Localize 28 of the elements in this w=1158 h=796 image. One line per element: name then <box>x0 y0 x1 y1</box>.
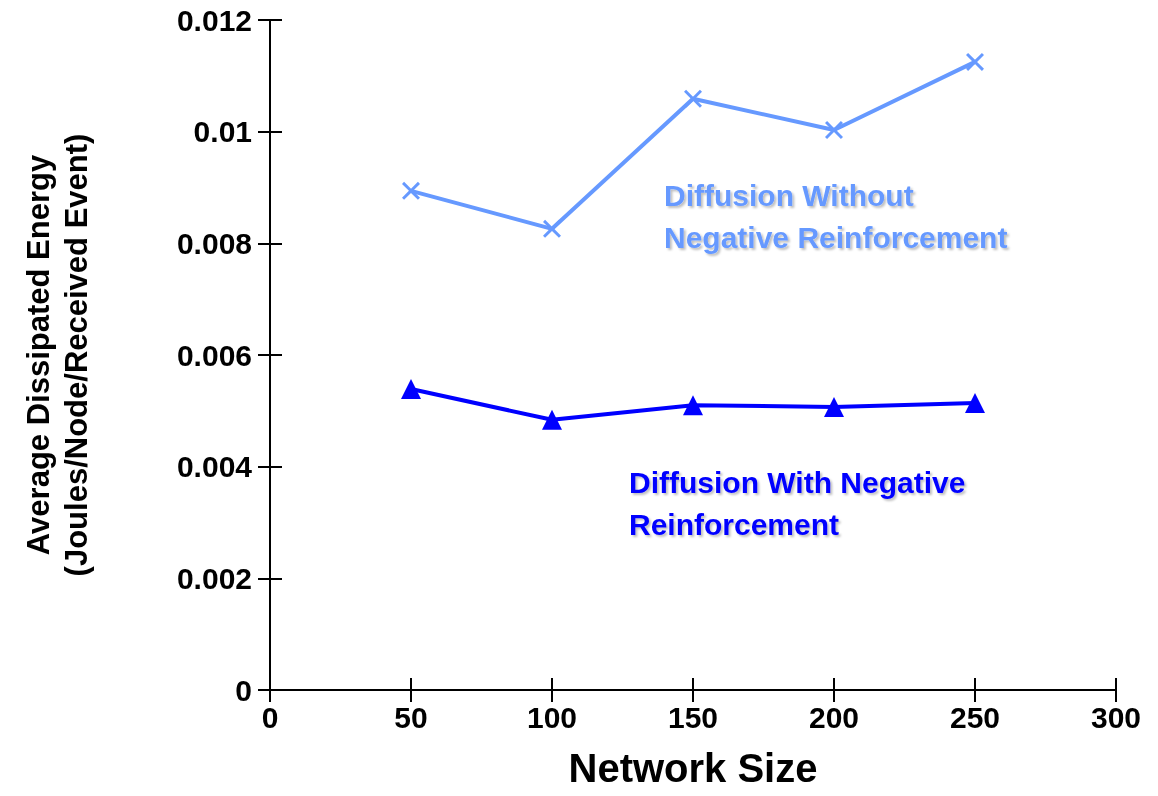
x-tick-label: 50 <box>394 700 428 734</box>
point <box>401 379 421 400</box>
x-tick-label: 0 <box>261 700 279 734</box>
point <box>542 409 562 430</box>
series-label: Diffusion Without Negative Reinforcement <box>664 179 1008 255</box>
x-tick-label: 150 <box>667 700 719 734</box>
point <box>825 120 843 139</box>
series-label: Diffusion With Negative Reinforcement <box>629 466 966 542</box>
y-tick-label: 0.012 <box>176 3 252 37</box>
point <box>402 181 420 200</box>
point <box>824 396 844 417</box>
x-tick-label: 250 <box>949 700 1001 734</box>
y-tick-label: 0.002 <box>176 561 252 595</box>
y-axis-title: Average Dissipated Energy (Joules/Node/Received Event) <box>20 133 94 577</box>
x-tick-label: 100 <box>526 700 578 734</box>
point <box>543 219 561 238</box>
y-tick-label: 0.008 <box>176 226 252 260</box>
point <box>965 393 985 414</box>
y-tick-label: 0.004 <box>176 450 253 484</box>
point <box>683 395 703 416</box>
y-tick-label: 0.01 <box>193 115 252 149</box>
y-tick-label: 0.006 <box>176 338 252 372</box>
x-tick-label: 200 <box>808 700 860 734</box>
y-tick-label: 0 <box>235 673 252 707</box>
x-axis-title: Network Size <box>568 746 818 790</box>
point <box>966 52 984 71</box>
x-tick-label: 300 <box>1090 700 1142 734</box>
point <box>684 89 702 108</box>
